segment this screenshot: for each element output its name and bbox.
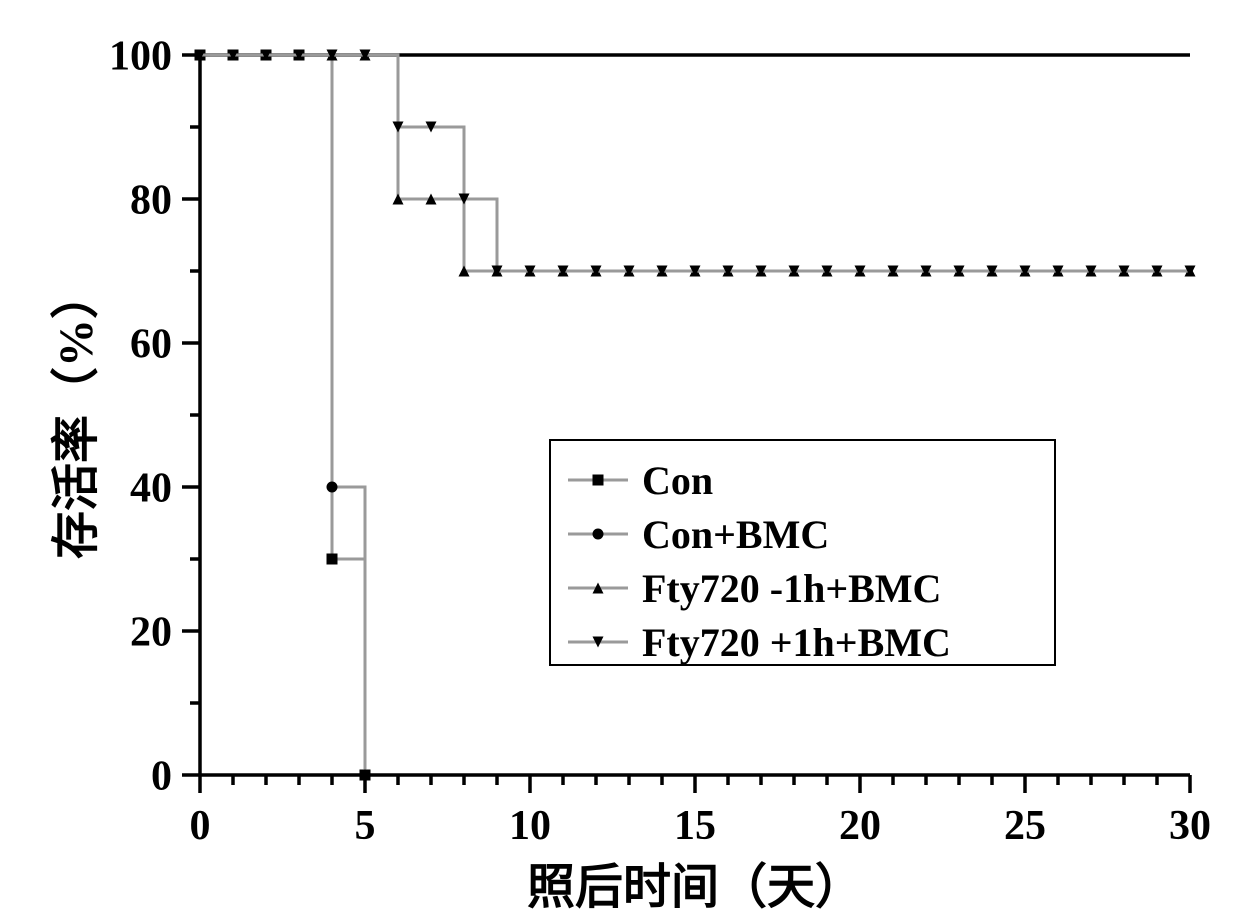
svg-text:15: 15 bbox=[674, 803, 716, 849]
svg-text:0: 0 bbox=[190, 803, 211, 849]
svg-text:20: 20 bbox=[839, 803, 881, 849]
svg-text:Fty720 +1h+BMC: Fty720 +1h+BMC bbox=[642, 620, 951, 665]
svg-text:60: 60 bbox=[130, 322, 172, 368]
svg-text:0: 0 bbox=[151, 754, 172, 800]
svg-text:Fty720 -1h+BMC: Fty720 -1h+BMC bbox=[642, 566, 941, 611]
svg-text:25: 25 bbox=[1004, 803, 1046, 849]
svg-text:30: 30 bbox=[1169, 803, 1211, 849]
svg-text:5: 5 bbox=[355, 803, 376, 849]
svg-text:照后时间（天）: 照后时间（天） bbox=[527, 861, 863, 914]
svg-text:存活率（%）: 存活率（%） bbox=[50, 271, 103, 559]
survival-chart: 0 5 10 15 20 25 30 0 20 40 60 80 100 照后时间（天） 存活率（%） Con… bbox=[0, 0, 1240, 923]
svg-text:40: 40 bbox=[130, 466, 172, 512]
svg-text:Con: Con bbox=[642, 458, 713, 503]
svg-text:80: 80 bbox=[130, 178, 172, 224]
svg-text:100: 100 bbox=[109, 34, 172, 80]
svg-text:20: 20 bbox=[130, 610, 172, 656]
svg-text:10: 10 bbox=[509, 803, 551, 849]
svg-text:Con+BMC: Con+BMC bbox=[642, 512, 829, 557]
